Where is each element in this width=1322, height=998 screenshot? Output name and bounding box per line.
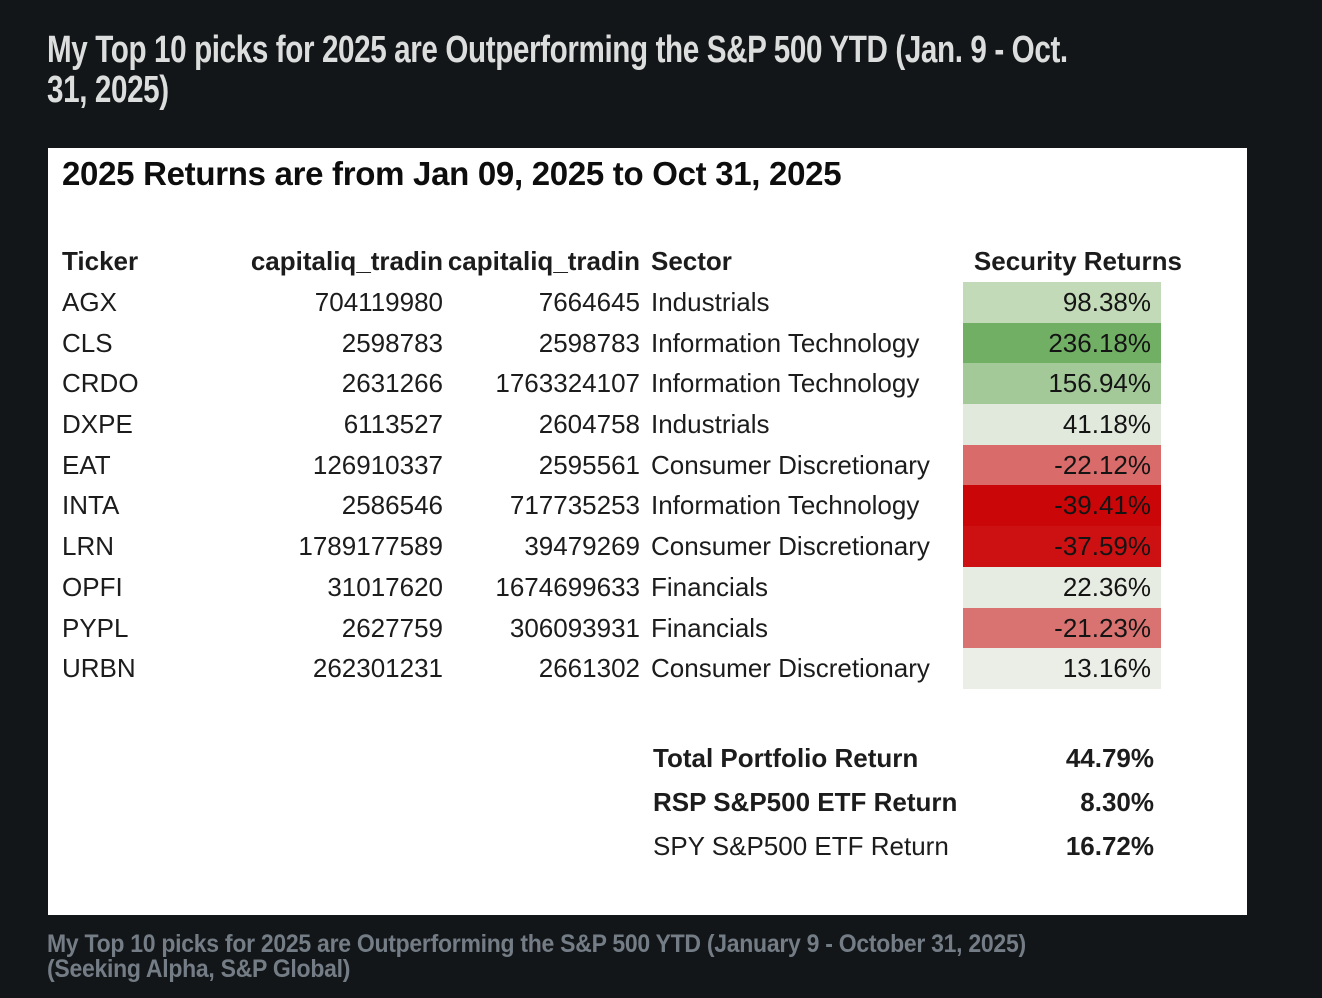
capitaliq-id2-cell: 2661302 (538, 653, 640, 684)
table-row: PYPL 2627759 306093931 Financials -21.23… (62, 607, 1161, 649)
security-return-cell: -21.23% (963, 607, 1161, 649)
table-body: AGX 704119980 7664645 Industrials 98.38%… (62, 282, 1161, 689)
summary-label: Total Portfolio Return (653, 743, 919, 773)
sector-cell: Information Technology (651, 490, 920, 521)
capitaliq-id1-cell: 262301231 (312, 653, 443, 684)
sector-cell: Industrials (651, 287, 770, 317)
column-header-capitaliq-2: capitaliq_tradin (447, 246, 640, 276)
ticker-cell: PYPL (62, 612, 129, 643)
summary-row: SPY S&P500 ETF Return 16.72% (653, 824, 1154, 868)
figure-caption-line2: (Seeking Alpha, S&P Global) (47, 955, 351, 983)
capitaliq-id1-cell: 2598783 (341, 327, 443, 358)
summary-value: 8.30% (1080, 787, 1154, 817)
capitaliq-id1-cell: 6113527 (343, 409, 443, 440)
column-header-security-returns: Security Returns (973, 246, 1182, 276)
figure-caption-line1: My Top 10 picks for 2025 are Outperformi… (47, 930, 1026, 958)
table-row: DXPE 6113527 2604758 Industrials 41.18% (62, 404, 1161, 445)
security-return-cell: -22.12% (963, 444, 1161, 486)
table-row: CRDO 2631266 1763324107 Information Tech… (62, 363, 1161, 405)
table-row: AGX 704119980 7664645 Industrials 98.38% (62, 282, 1161, 323)
table-row: CLS 2598783 2598783 Information Technolo… (62, 322, 1161, 364)
table-title: 2025 Returns are from Jan 09, 2025 to Oc… (62, 155, 842, 192)
sector-cell: Financials (651, 612, 769, 643)
sector-cell: Industrials (651, 409, 770, 440)
capitaliq-id2-cell: 39479269 (524, 531, 640, 562)
table-header-row: Ticker capitaliq_tradin capitaliq_tradin… (62, 241, 1182, 282)
table-row: INTA 2586546 717735253 Information Techn… (62, 485, 1161, 527)
sector-cell: Consumer Discretionary (651, 653, 930, 684)
article-title-line2: 31, 2025) (47, 69, 169, 111)
capitaliq-id1-cell: 2627759 (341, 612, 443, 643)
security-return-cell: 13.16% (963, 648, 1161, 689)
security-return-cell: -37.59% (963, 526, 1161, 567)
summary-label: SPY S&P500 ETF Return (653, 831, 949, 861)
capitaliq-id1-cell: 2631266 (341, 368, 443, 399)
table-row: LRN 1789177589 39479269 Consumer Discret… (62, 526, 1161, 567)
capitaliq-id2-cell: 7664645 (538, 287, 640, 317)
ticker-cell: DXPE (62, 409, 133, 440)
ticker-cell: OPFI (62, 571, 123, 602)
security-return-cell: 236.18% (963, 322, 1161, 364)
summary-label: RSP S&P500 ETF Return (653, 787, 958, 817)
security-return-cell: 41.18% (963, 404, 1161, 445)
sector-cell: Information Technology (651, 327, 920, 358)
article-title-line1: My Top 10 picks for 2025 are Outperformi… (47, 29, 1068, 71)
column-header-capitaliq-1: capitaliq_tradin (250, 246, 443, 276)
capitaliq-id2-cell: 2595561 (538, 449, 640, 480)
security-return-cell: 98.38% (963, 282, 1161, 323)
capitaliq-id2-cell: 1674699633 (495, 571, 640, 602)
ticker-cell: LRN (62, 531, 115, 562)
table-row: OPFI 31017620 1674699633 Financials 22.3… (62, 566, 1161, 608)
ticker-cell: CLS (62, 327, 113, 358)
summary-value: 16.72% (1065, 831, 1154, 861)
capitaliq-id1-cell: 31017620 (327, 571, 443, 602)
sector-cell: Consumer Discretionary (651, 449, 930, 480)
capitaliq-id1-cell: 126910337 (312, 449, 443, 480)
capitaliq-id2-cell: 1763324107 (495, 368, 640, 399)
article-title: My Top 10 picks for 2025 are Outperformi… (47, 30, 1068, 110)
capitaliq-id1-cell: 2586546 (341, 490, 443, 521)
returns-table-figure: 2025 Returns are from Jan 09, 2025 to Oc… (48, 148, 1247, 915)
table-row: EAT 126910337 2595561 Consumer Discretio… (62, 444, 1161, 486)
summary-row: RSP S&P500 ETF Return 8.30% (653, 780, 1154, 824)
ticker-cell: AGX (62, 287, 117, 317)
security-return-cell: -39.41% (963, 485, 1161, 527)
security-return-cell: 22.36% (963, 566, 1161, 608)
ticker-cell: INTA (62, 490, 120, 521)
capitaliq-id1-cell: 704119980 (314, 287, 443, 317)
summary-section: Total Portfolio Return 44.79% RSP S&P500… (653, 736, 1154, 868)
capitaliq-id2-cell: 717735253 (509, 490, 640, 521)
capitaliq-id2-cell: 2604758 (538, 409, 640, 440)
sector-cell: Financials (651, 571, 769, 602)
capitaliq-id2-cell: 306093931 (509, 612, 640, 643)
table-row: URBN 262301231 2661302 Consumer Discreti… (62, 648, 1161, 689)
summary-row: Total Portfolio Return 44.79% (653, 736, 1154, 780)
sector-cell: Consumer Discretionary (651, 531, 930, 562)
summary-value: 44.79% (1065, 743, 1154, 773)
ticker-cell: CRDO (62, 368, 139, 399)
ticker-cell: EAT (62, 449, 111, 480)
security-return-cell: 156.94% (963, 363, 1161, 405)
sector-cell: Information Technology (651, 368, 920, 399)
column-header-sector: Sector (651, 246, 732, 276)
figure-caption: My Top 10 picks for 2025 are Outperformi… (47, 932, 1026, 982)
capitaliq-id1-cell: 1789177589 (298, 531, 443, 562)
capitaliq-id2-cell: 2598783 (538, 327, 640, 358)
ticker-cell: URBN (62, 653, 136, 684)
column-header-ticker: Ticker (62, 246, 139, 276)
